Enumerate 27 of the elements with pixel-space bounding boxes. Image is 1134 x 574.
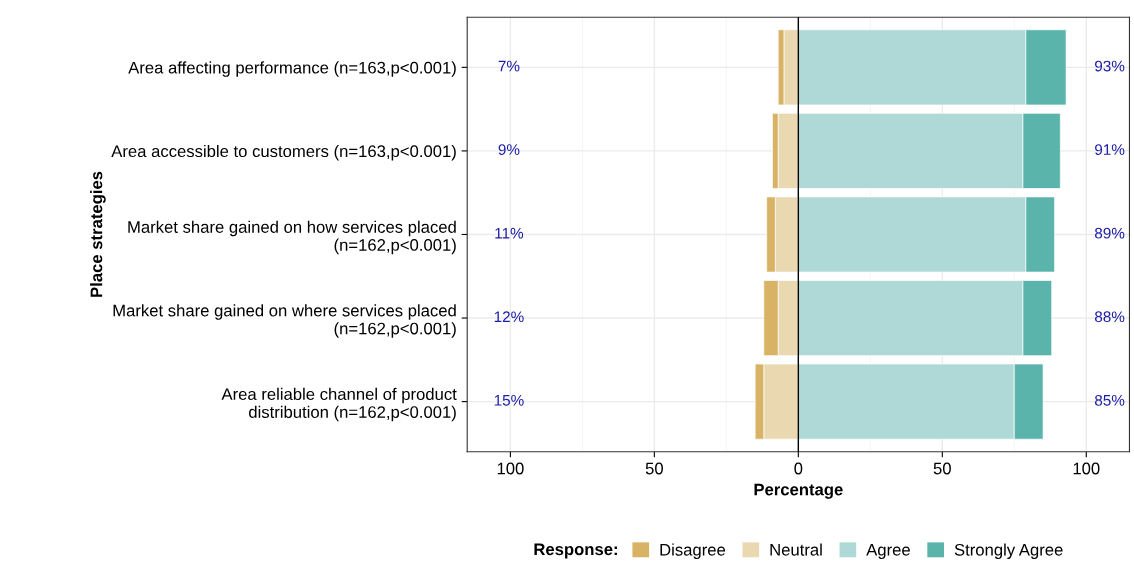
annotation: 7% bbox=[498, 60, 520, 72]
y-tick-label: Market share gained on how services placed (n=162,p<0.001) bbox=[128, 220, 456, 255]
annotation: 9% bbox=[498, 144, 520, 156]
legend-label: Agree bbox=[866, 544, 910, 559]
legend-label: Strongly Agree bbox=[954, 543, 1063, 559]
annotation: 89% bbox=[1094, 227, 1125, 239]
y-tick-label: Area accessible to customers (n=163,p<0.001) bbox=[111, 144, 456, 161]
y-tick-label: Area affecting performance (n=163,p<0.001) bbox=[128, 61, 456, 77]
x-axis-title: Percentage bbox=[754, 483, 843, 499]
annotation: 91% bbox=[1095, 144, 1125, 156]
x-tick-label: 0 bbox=[794, 462, 803, 475]
x-tick-label: 100 bbox=[497, 462, 524, 475]
legend-label: Neutral bbox=[770, 543, 822, 556]
annotation: 85% bbox=[1094, 394, 1125, 406]
y-axis-title: Place strategies bbox=[90, 171, 106, 297]
y-tick-label: Market share gained on where services placed (n=162,p<0.001) bbox=[113, 304, 456, 338]
annotation: 15% bbox=[494, 394, 524, 406]
x-tick-label: 50 bbox=[645, 462, 663, 475]
x-tick-label: 100 bbox=[1073, 462, 1100, 475]
legend-label: Disagree bbox=[660, 543, 726, 559]
annotation: 11% bbox=[495, 227, 524, 239]
annotation: 12% bbox=[494, 311, 524, 323]
annotation: 93% bbox=[1095, 60, 1125, 72]
x-tick-label: 50 bbox=[933, 462, 951, 475]
y-tick-label: Area reliable channel of product distribution (n=162,p<0.001) bbox=[221, 387, 457, 422]
legend-title: Response: bbox=[534, 543, 617, 559]
annotation: 88% bbox=[1094, 311, 1125, 323]
